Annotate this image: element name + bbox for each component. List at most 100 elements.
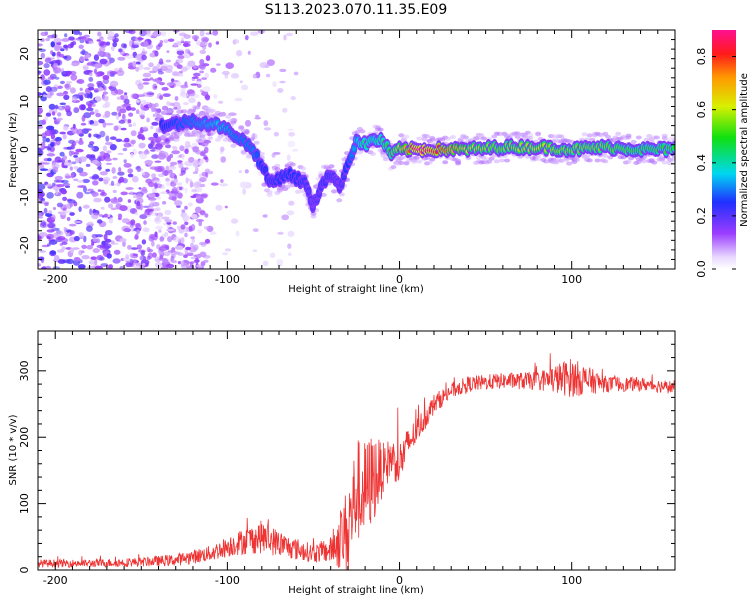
spectrogram-speckle xyxy=(86,225,93,232)
spectrogram-speckle xyxy=(200,194,208,199)
spectrogram-speckle xyxy=(62,182,71,187)
spectrogram-speckle xyxy=(205,32,214,35)
spectrogram-speckle xyxy=(132,258,137,266)
spectrogram-speckle xyxy=(110,180,115,186)
spectrogram-speckle xyxy=(159,58,164,65)
spectrogram-halo-dot xyxy=(266,193,273,197)
spectrogram-speckle xyxy=(169,161,178,166)
spectrogram-speckle xyxy=(151,32,158,37)
spectrogram-speckle xyxy=(64,175,72,179)
colorbar-tick-label: 0.8 xyxy=(695,48,708,66)
snr-frame xyxy=(37,330,676,571)
spectrogram-speckle xyxy=(201,77,208,80)
spectrogram-halo-dot xyxy=(274,163,281,168)
spectrogram-halo-dot xyxy=(514,131,521,136)
spectrogram-speckle xyxy=(190,83,199,86)
spectrogram-speckle xyxy=(50,129,59,135)
spectrogram-speckle xyxy=(184,187,188,194)
spectrogram-speckle xyxy=(97,31,102,37)
spectrogram-speckle xyxy=(94,265,103,269)
spectrogram-speckle xyxy=(218,100,224,104)
spectrogram-speckle xyxy=(183,102,189,105)
spectrogram-halo-dot xyxy=(527,135,534,140)
spectrogram-speckle xyxy=(115,113,120,120)
spectrogram-halo-dot xyxy=(328,164,335,169)
spectrogram-halo-dot xyxy=(429,157,436,162)
spectrogram-speckle xyxy=(161,87,169,91)
spectrogram-ytick-label: 0 xyxy=(18,146,31,153)
spectrogram-speckle xyxy=(235,230,240,237)
spectrogram-speckle xyxy=(142,82,150,85)
spectrogram-speckle xyxy=(86,69,93,73)
spectrogram-speckle xyxy=(118,167,122,172)
spectrogram-speckle xyxy=(148,70,157,74)
spectrogram-speckle xyxy=(63,44,68,49)
spectrogram-speckle xyxy=(220,146,225,152)
spectrogram-speckle xyxy=(247,50,251,55)
spectrogram-speckle xyxy=(130,93,138,99)
spectrogram-speckle xyxy=(69,87,76,94)
spectrogram-speckle xyxy=(283,34,287,41)
spectrogram-speckle xyxy=(199,151,206,157)
spectrogram-halo-dot xyxy=(276,188,283,193)
spectrogram-speckle xyxy=(184,232,188,238)
spectrogram-speckle xyxy=(130,139,136,145)
snr-ytick-label: 300 xyxy=(18,360,31,381)
spectrogram-speckle xyxy=(127,119,132,124)
spectrogram-speckle xyxy=(165,69,173,73)
spectrogram-speckle xyxy=(208,42,212,48)
spectrogram-xtick-label: 100 xyxy=(561,273,582,286)
snr-xtick-label: 0 xyxy=(396,574,403,587)
spectrogram-speckle xyxy=(167,38,175,42)
spectrogram-speckle xyxy=(143,220,147,225)
snr-xtick-label: -200 xyxy=(43,574,68,587)
snr-ytick-label: 200 xyxy=(18,427,31,448)
spectrogram-speckle xyxy=(183,254,188,258)
ridge-core xyxy=(339,181,344,186)
spectrogram-speckle xyxy=(132,194,138,199)
spectrogram-speckle xyxy=(169,172,177,179)
spectrogram-speckle xyxy=(40,168,49,171)
spectrogram-speckle xyxy=(47,222,56,229)
spectrogram-speckle xyxy=(196,84,202,88)
spectrogram-speckle xyxy=(112,157,118,161)
spectrogram-speckle xyxy=(165,138,170,142)
spectrogram-speckle xyxy=(199,49,207,55)
spectrogram-speckle xyxy=(189,181,194,188)
spectrogram-speckle xyxy=(159,31,167,37)
spectrogram-speckle xyxy=(68,36,75,41)
spectrogram-speckle xyxy=(69,212,75,216)
spectrogram-speckle xyxy=(87,83,95,88)
spectrogram-speckle xyxy=(172,221,177,225)
spectrogram-speckle xyxy=(127,199,132,203)
spectrogram-halo-dot xyxy=(594,158,601,163)
spectrogram-speckle xyxy=(151,173,157,179)
spectrogram-speckle xyxy=(40,220,46,227)
spectrogram-plot-area xyxy=(38,30,675,269)
spectrogram-speckle xyxy=(172,146,178,151)
snr-ylabel: SNR (10 * v/v) xyxy=(8,414,19,485)
spectrogram-speckle xyxy=(82,66,89,71)
spectrogram-speckle xyxy=(166,50,170,53)
spectrogram-speckle xyxy=(173,236,181,243)
spectrogram-speckle xyxy=(179,173,184,177)
spectrogram-speckle xyxy=(148,203,154,208)
spectrogram-speckle xyxy=(100,206,105,210)
spectrogram-speckle xyxy=(94,109,99,114)
spectrogram-speckle xyxy=(220,179,224,183)
spectrogram-speckle xyxy=(203,226,210,230)
spectrogram-speckle xyxy=(133,265,140,269)
spectrogram-speckle xyxy=(132,122,137,127)
spectrogram-speckle xyxy=(73,107,80,114)
spectrogram-speckle xyxy=(62,134,67,140)
spectrogram-speckle xyxy=(185,246,192,251)
spectrogram-speckle xyxy=(159,40,164,44)
spectrogram-speckle xyxy=(126,106,132,111)
spectrogram-speckle xyxy=(171,150,180,155)
spectrogram-speckle xyxy=(66,81,73,84)
spectrogram-speckle xyxy=(70,230,75,235)
spectrogram-speckle xyxy=(239,80,243,84)
spectrogram-speckle xyxy=(135,223,141,227)
spectrogram-speckle xyxy=(152,187,157,195)
